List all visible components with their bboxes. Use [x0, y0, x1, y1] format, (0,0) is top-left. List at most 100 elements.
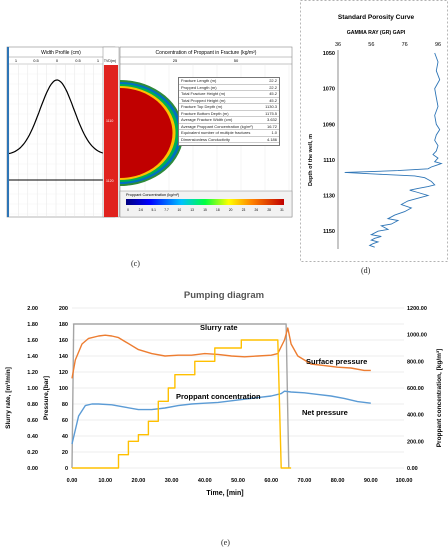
right-ytick: 1000.00	[407, 333, 427, 339]
left-ytick: 0.40	[27, 434, 38, 440]
tvd-label: TVD(m)	[104, 59, 116, 63]
width-tick-label: 0.5	[75, 58, 81, 63]
scale-tick-label: 7.7	[164, 208, 169, 212]
scale-tick-label: 26	[255, 208, 259, 212]
pumping-grid: 0.00 0 0.20 20 0.40 40 0.60 60 0.80 80 1.00 100 1.20…	[27, 306, 427, 484]
table-value: 1130.3	[265, 104, 277, 109]
pumping-diagram-chart: Pumping diagram Slurry rate, [m³/min] Pr…	[5, 290, 443, 497]
inner-ytick: 80	[62, 402, 68, 408]
x-tick: 40.00	[198, 478, 212, 484]
left-ytick: 0.00	[27, 466, 38, 472]
slurry-rate-axis-label: Slurry rate, [m³/min]	[5, 367, 12, 429]
right-ytick: 800.00	[407, 359, 424, 365]
inner-ytick: 100	[59, 386, 68, 392]
right-ytick: 1200.00	[407, 306, 427, 312]
left-ytick: 1.60	[27, 338, 38, 344]
series-line	[72, 339, 292, 469]
porosity-xtick: 56	[368, 42, 374, 48]
tvd-red-bar	[104, 65, 118, 217]
table-value: 22.2	[269, 78, 277, 83]
x-tick: 90.00	[364, 478, 378, 484]
scale-tick-label: 13	[190, 208, 194, 212]
width-profile-title: Width Profile (cm)	[41, 50, 81, 56]
table-label: Equivalent number of multiple fractures	[181, 130, 251, 135]
table-row: Equivalent number of multiple fractures 1…	[179, 130, 279, 137]
pressure-axis-label: Pressure,[bar]	[43, 376, 50, 420]
right-ytick: 200.00	[407, 439, 424, 445]
table-label: Fracture Bottom Depth (m)	[181, 110, 229, 116]
table-label: Dimensionless Conductivity	[181, 136, 230, 142]
table-value: 1.0	[271, 130, 277, 135]
caption-d: (d)	[361, 266, 371, 275]
depth-label-1: 1110	[106, 119, 113, 123]
table-value: 1175.5	[265, 110, 277, 116]
table-row: Average Proppant Concentration (kg/m²) 16…	[179, 123, 279, 130]
left-ytick: 0.80	[27, 402, 38, 408]
width-tick-label: 1	[15, 58, 18, 63]
conc-tick-25: 25	[173, 58, 178, 63]
inner-ytick: 40	[62, 434, 68, 440]
table-label: Fracture Length (m)	[181, 78, 217, 83]
caption-c: (c)	[131, 259, 140, 268]
right-ytick: 600.00	[407, 386, 424, 392]
table-value: 3.632	[266, 117, 277, 122]
left-ytick: 0.20	[27, 450, 38, 456]
scale-tick-label: 10	[178, 208, 182, 212]
porosity-ytick: 1150	[323, 229, 335, 235]
x-tick: 60.00	[264, 478, 278, 484]
porosity-ytick: 1090	[323, 122, 335, 128]
left-ytick: 2.00	[27, 306, 38, 312]
inner-ytick: 140	[59, 354, 68, 360]
inner-ytick: 160	[59, 338, 68, 344]
table-value: 4.186	[266, 136, 277, 142]
porosity-xlabel: GAMMA RAY (GR) GAPI	[347, 30, 406, 36]
pumping-series	[71, 323, 371, 469]
x-tick: 10.00	[98, 478, 112, 484]
width-tick-label: 0.5	[33, 58, 39, 63]
width-ticks: 1 0.5 0 0.5 1	[15, 58, 100, 63]
table-value: 16.72	[266, 123, 277, 129]
porosity-ytick: 1050	[323, 51, 335, 57]
x-tick: 100.00	[396, 478, 413, 484]
table-label: Total Fracture Height (m)	[181, 91, 226, 96]
caption-e: (e)	[221, 538, 230, 547]
x-tick: 0.00	[67, 478, 78, 484]
porosity-ytick: 1130	[323, 194, 335, 200]
color-scale-bar	[126, 199, 284, 205]
x-tick: 80.00	[331, 478, 345, 484]
fracture-properties-table: Fracture Length (m) 22.2 Propped Length (m…	[178, 77, 280, 146]
conc-tick-50: 50	[234, 58, 239, 63]
scale-tick-label: 5.1	[151, 208, 156, 212]
porosity-ylabel: Depth of the well, m	[308, 134, 314, 186]
scale-tick-label: 28	[267, 208, 271, 212]
left-ytick: 1.40	[27, 354, 38, 360]
inner-ytick: 20	[62, 450, 68, 456]
right-ytick: 400.00	[407, 413, 424, 419]
left-ytick: 1.20	[27, 370, 38, 376]
inner-ytick: 200	[59, 306, 68, 312]
scale-tick-label: 15	[203, 208, 207, 212]
porosity-xtick: 96	[435, 42, 441, 48]
left-ytick: 1.00	[27, 386, 38, 392]
scale-tick-label: 31	[280, 208, 284, 212]
series-line	[71, 323, 290, 469]
table-row: Fracture Bottom Depth (m) 1175.5	[179, 110, 279, 117]
table-row: Dimensionless Conductivity 4.186	[179, 136, 279, 143]
table-row: Fracture Top Depth (m) 1130.3	[179, 104, 279, 111]
inner-ytick: 180	[59, 322, 68, 328]
table-row: Average Fracture Width (cm) 3.632	[179, 117, 279, 124]
width-profile-curve	[8, 79, 104, 155]
left-ytick: 0.60	[27, 418, 38, 424]
scale-tick-label: 0	[127, 208, 129, 212]
scale-tick-label: 2.6	[139, 208, 144, 212]
porosity-xtick: 76	[402, 42, 408, 48]
x-tick: 20.00	[132, 478, 146, 484]
scale-tick-label: 20	[229, 208, 233, 212]
x-tick: 30.00	[165, 478, 179, 484]
table-row: Fracture Length (m) 22.2	[179, 78, 279, 85]
scale-tick-label: 18	[216, 208, 220, 212]
fracture-core-red	[120, 88, 173, 178]
table-label: Propped Length (m)	[181, 84, 217, 90]
panel-d-frame	[300, 0, 448, 262]
series-annotation: Proppant concentration	[176, 392, 261, 401]
